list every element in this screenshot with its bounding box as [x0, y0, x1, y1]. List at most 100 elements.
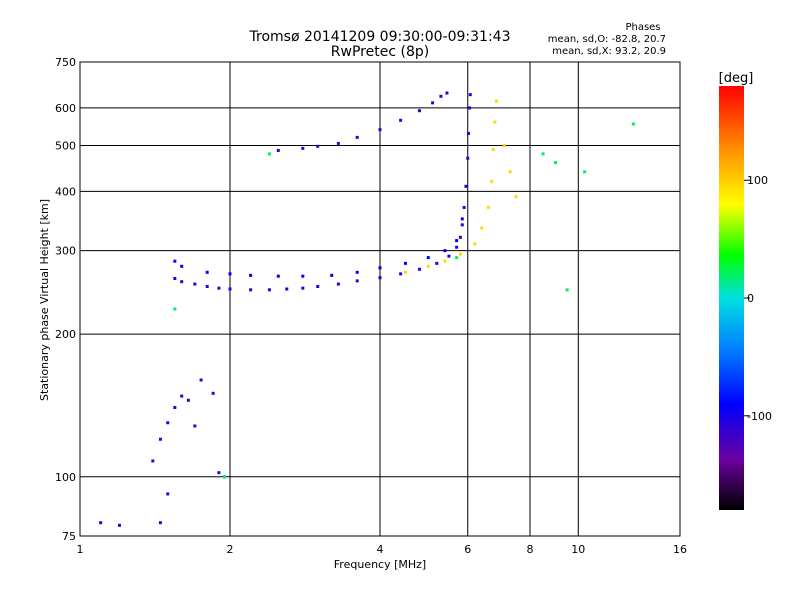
data-point [445, 91, 449, 95]
data-point [285, 287, 289, 291]
data-point [426, 264, 430, 268]
data-point [490, 179, 494, 183]
data-point [249, 273, 253, 277]
colorbar-tick-label: -100 [747, 410, 772, 423]
data-point [553, 161, 557, 165]
data-point [399, 118, 403, 122]
data-point [435, 261, 439, 265]
data-points [99, 91, 635, 527]
data-point [443, 259, 447, 263]
data-point [223, 475, 227, 479]
data-point [460, 223, 464, 227]
x-axis-label: Frequency [MHz] [334, 558, 426, 571]
data-point [267, 152, 271, 156]
x-tick-label: 16 [673, 543, 687, 556]
data-point [193, 282, 197, 286]
data-point [173, 307, 177, 311]
data-point [355, 135, 359, 139]
chart-title: Tromsø 20141209 09:30:00-09:31:43 [249, 29, 511, 45]
data-point [173, 406, 177, 410]
data-point [249, 288, 253, 292]
data-point [276, 148, 280, 152]
data-point [228, 272, 232, 276]
data-point [514, 195, 518, 199]
data-point [180, 264, 184, 268]
data-point [455, 256, 459, 260]
colorbar-ticks: 100 0 -100 [744, 174, 772, 423]
grid-lines [80, 62, 680, 536]
data-point [468, 106, 472, 110]
data-point [166, 492, 170, 496]
data-point [301, 274, 305, 278]
data-point [565, 288, 569, 292]
data-point [399, 272, 403, 276]
data-point [117, 523, 121, 527]
y-ticks: 75 100 200 300 400 500 600 750 [55, 56, 76, 543]
data-point [316, 285, 320, 289]
y-axis-label: Stationary phase Virtual Height [km] [38, 199, 51, 401]
legend-line-o: mean, sd,O: -82.8, 20.7 [548, 34, 666, 45]
data-point [336, 141, 340, 145]
data-point [491, 148, 495, 152]
data-point [466, 131, 470, 135]
data-point [473, 242, 477, 246]
data-point [458, 235, 462, 239]
data-point [199, 378, 203, 382]
data-point [541, 152, 545, 156]
data-point [158, 437, 162, 441]
data-point [455, 245, 459, 249]
y-tick-label: 750 [55, 56, 76, 69]
data-point [186, 398, 190, 402]
data-point [378, 128, 382, 132]
data-point [330, 273, 334, 277]
y-tick-label: 600 [55, 102, 76, 115]
colorbar-tick-label: 0 [747, 292, 754, 305]
y-tick-label: 75 [62, 530, 76, 543]
data-point [301, 146, 305, 150]
data-point [508, 170, 512, 174]
data-point [151, 459, 155, 463]
data-point [173, 259, 177, 263]
data-point [502, 143, 506, 147]
data-point [173, 277, 177, 281]
data-point [301, 286, 305, 290]
data-point [443, 249, 447, 253]
x-tick-label: 2 [227, 543, 234, 556]
colorbar-label: [deg] [719, 71, 754, 86]
data-point [378, 266, 382, 270]
data-point [276, 274, 280, 278]
data-point [228, 287, 232, 291]
y-tick-label: 300 [55, 245, 76, 258]
data-point [447, 254, 451, 258]
data-point [180, 394, 184, 398]
data-point [494, 99, 498, 103]
data-point [99, 521, 103, 525]
x-tick-label: 8 [527, 543, 534, 556]
colorbar-tick-label: 100 [747, 174, 768, 187]
y-tick-label: 500 [55, 139, 76, 152]
data-point [355, 270, 359, 274]
colorbar [719, 86, 744, 510]
data-point [403, 270, 407, 274]
legend-line-x: mean, sd,X: 93.2, 20.9 [552, 46, 666, 57]
data-point [205, 285, 209, 289]
data-point [166, 421, 170, 425]
data-point [466, 156, 470, 160]
data-point [316, 144, 320, 148]
data-point [217, 471, 221, 475]
data-point [355, 279, 359, 283]
data-point [439, 94, 443, 98]
data-point [458, 252, 462, 256]
y-tick-label: 200 [55, 328, 76, 341]
chart-subtitle: RwPretec (8p) [331, 44, 429, 60]
data-point [583, 170, 587, 174]
data-point [426, 256, 430, 260]
data-point [480, 226, 484, 230]
data-point [403, 261, 407, 265]
data-point [336, 282, 340, 286]
x-tick-label: 10 [571, 543, 585, 556]
data-point [193, 424, 197, 428]
data-point [460, 217, 464, 221]
data-point [631, 122, 635, 126]
data-point [158, 521, 162, 525]
